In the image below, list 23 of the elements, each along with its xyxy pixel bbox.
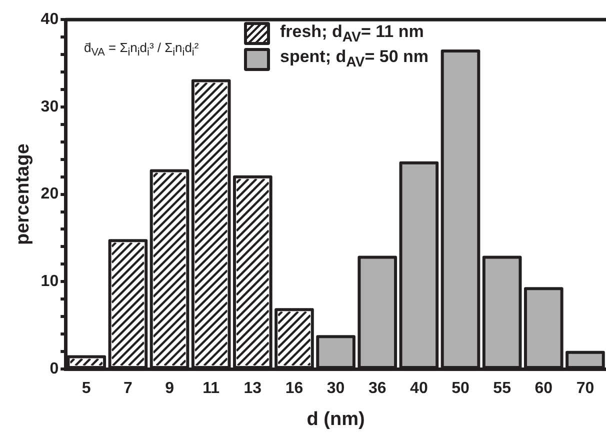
x-tick-label: 50: [452, 380, 470, 398]
x-tick-label: 55: [493, 380, 512, 398]
x-tick-label: 9: [165, 380, 174, 398]
legend-label: fresh; d$_{AV}$= 11 nm: [280, 22, 424, 46]
x-tick-label: 16: [285, 380, 304, 398]
x-axis-title: d (nm): [306, 408, 365, 430]
x-tick-label: 5: [82, 380, 91, 398]
x-tick-label: 70: [576, 380, 594, 398]
x-tick-label: 40: [410, 380, 428, 398]
x-tick-label: 60: [534, 380, 553, 398]
x-tick-label: 30: [326, 380, 345, 398]
x-tick-label: 36: [368, 380, 386, 398]
x-tick-label: 13: [244, 380, 262, 398]
y-tick-label: 20: [40, 186, 59, 203]
y-tick-label: 30: [40, 98, 59, 116]
y-tick-label: 40: [40, 11, 59, 28]
y-axis-title: percentage: [12, 144, 34, 245]
y-tick-label: 10: [40, 273, 59, 290]
x-tick-label: 11: [202, 380, 220, 398]
legend-label: spent; d$_{AV}$= 50 nm: [280, 47, 429, 71]
text: d̄$_{VA}$ = Σ$_{i}$n$_{i}$d$_{i}$³ / Σ$_{i}$n$_{i}$d$_{i}$²: [84, 40, 199, 59]
y-tick-label: 0: [50, 360, 59, 378]
x-tick-label: 7: [124, 380, 132, 398]
